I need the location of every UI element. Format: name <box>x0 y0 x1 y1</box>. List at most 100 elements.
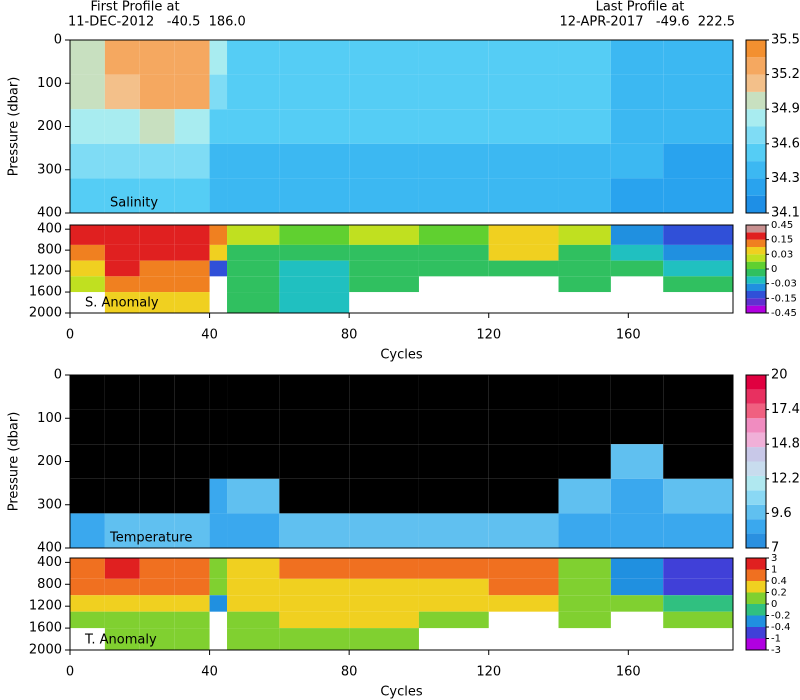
cell <box>174 444 210 479</box>
cell <box>488 74 559 110</box>
colorbar-label: 35.22 <box>771 67 800 82</box>
cell <box>104 276 140 293</box>
cell <box>209 595 228 612</box>
cell <box>279 109 350 144</box>
colorbar-swatch <box>746 126 766 144</box>
colorbar-swatch <box>746 178 766 196</box>
cell <box>227 578 280 596</box>
cell <box>227 478 280 514</box>
cell <box>174 513 210 548</box>
y-tick-label: 2000 <box>29 306 62 321</box>
cell <box>209 244 228 261</box>
cell <box>488 143 559 179</box>
cell <box>279 513 350 548</box>
cell <box>227 260 280 277</box>
cell <box>349 595 419 612</box>
cell <box>104 513 140 548</box>
colorbar-label: 0 <box>771 264 777 275</box>
cell <box>279 611 350 629</box>
cell <box>610 478 664 514</box>
cell <box>70 260 105 277</box>
cell <box>70 375 105 410</box>
cell <box>610 513 664 548</box>
cell <box>279 225 350 245</box>
cell <box>279 292 350 313</box>
cell <box>104 375 140 410</box>
colorbar-label: 20 <box>771 368 788 383</box>
cell <box>418 178 489 213</box>
cell <box>174 40 210 75</box>
cell <box>610 74 664 110</box>
panel-label: T. Anomaly <box>84 633 157 648</box>
colorbar-swatch <box>746 418 766 433</box>
cell <box>418 244 489 261</box>
colorbar-label: -0.45 <box>771 308 797 319</box>
plot-frame <box>69 557 734 651</box>
cell <box>227 444 280 479</box>
cell <box>418 611 489 629</box>
cell <box>174 595 210 612</box>
cell <box>558 40 611 75</box>
cell <box>139 444 175 479</box>
cell <box>209 513 228 548</box>
cell <box>558 611 611 629</box>
panel-label: Temperature <box>109 531 192 546</box>
cell <box>104 178 140 213</box>
cell <box>488 260 559 277</box>
cell <box>418 143 489 179</box>
cell <box>349 225 419 245</box>
colorbar-label: 34.1 <box>771 206 800 221</box>
cell <box>488 109 559 144</box>
cell <box>663 578 733 596</box>
cell <box>663 178 733 213</box>
colorbar-frame <box>745 39 767 214</box>
y-tick-label: 1600 <box>29 285 62 300</box>
cell <box>139 478 175 514</box>
cell <box>558 558 611 579</box>
colorbar-swatch <box>746 447 766 462</box>
cell <box>418 260 489 277</box>
cell <box>104 595 140 612</box>
cell <box>174 478 210 514</box>
cell <box>558 444 611 479</box>
cell <box>104 478 140 514</box>
cell <box>139 74 175 110</box>
x-tick-label: 40 <box>201 328 218 343</box>
y-tick-label: 800 <box>37 243 62 258</box>
cell <box>104 40 140 75</box>
colorbar-swatch <box>746 225 766 233</box>
cell <box>139 178 175 213</box>
cell <box>279 74 350 110</box>
cell <box>174 292 210 313</box>
y-tick-label: 1200 <box>29 599 62 614</box>
cell <box>227 225 280 245</box>
cell <box>70 244 105 261</box>
colorbar-swatch <box>746 504 766 520</box>
cell <box>349 244 419 261</box>
colorbar-swatch <box>746 533 766 548</box>
cell <box>227 143 280 179</box>
y-tick-label: 800 <box>37 577 62 592</box>
plot-frame <box>69 224 734 314</box>
cell <box>174 558 210 579</box>
cell <box>104 260 140 277</box>
cell <box>227 244 280 261</box>
colorbar-label: -0.15 <box>771 293 797 304</box>
cell <box>418 225 489 245</box>
cell <box>209 260 228 277</box>
y-tick-label: 0 <box>54 368 62 383</box>
cell <box>418 513 489 548</box>
cell <box>349 178 419 213</box>
cell <box>70 109 105 144</box>
colorbar-swatch <box>746 247 766 255</box>
cell <box>558 375 611 410</box>
x-tick-label: 160 <box>616 665 641 680</box>
cell <box>418 595 489 612</box>
cell <box>349 558 419 579</box>
x-tick-label: 80 <box>341 328 358 343</box>
cell <box>349 375 419 410</box>
cell <box>227 558 280 579</box>
cell <box>349 40 419 75</box>
